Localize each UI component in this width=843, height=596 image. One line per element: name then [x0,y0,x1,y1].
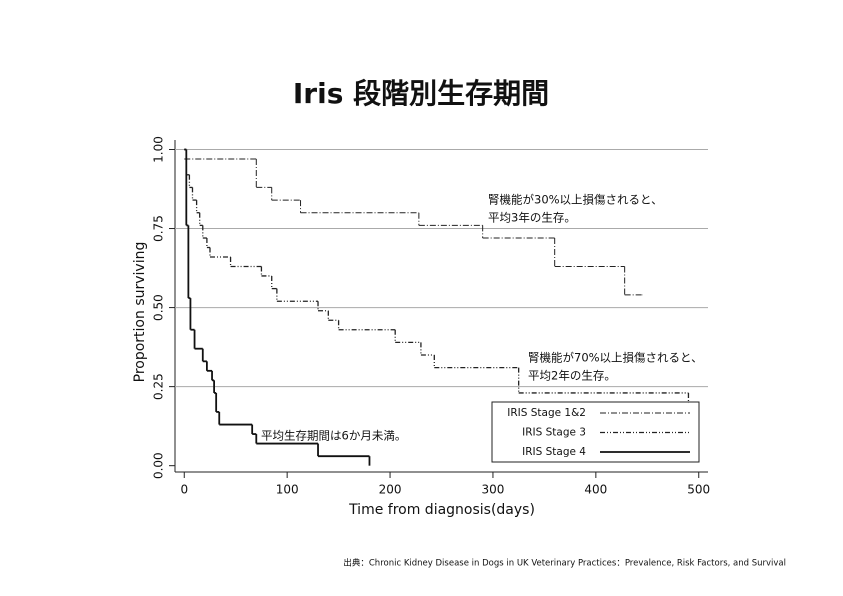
x-tick-label: 300 [481,483,504,497]
x-tick-label: 100 [276,483,299,497]
annotation: 腎機能が70%以上損傷されると、 [528,351,703,365]
annotation: 平均生存期間は6か月未満。 [261,429,406,443]
x-axis-label: Time from diagnosis(days) [348,502,535,518]
x-tick-label: 0 [180,483,188,497]
y-tick-label: 1.00 [152,136,166,163]
annotation: 腎機能が30%以上損傷されると、 [488,193,663,207]
y-axis-label: Proportion surviving [132,242,148,383]
annotation: 平均2年の生存。 [528,369,616,383]
y-tick-label: 0.75 [152,215,166,242]
legend-label: IRIS Stage 1&2 [507,407,586,419]
y-tick-label: 0.00 [152,452,166,479]
x-tick-label: 200 [379,483,402,497]
y-tick-label: 0.50 [152,294,166,321]
x-tick-label: 500 [687,483,710,497]
legend-label: IRIS Stage 4 [522,446,586,458]
source-note: 出典：Chronic Kidney Disease in Dogs in UK … [343,558,786,569]
annotation: 平均3年の生存。 [488,211,576,225]
x-tick-label: 400 [584,483,607,497]
y-tick-label: 0.25 [152,373,166,400]
legend-label: IRIS Stage 3 [522,427,586,439]
chart-title: Iris 段階別生存期間 [293,77,549,110]
